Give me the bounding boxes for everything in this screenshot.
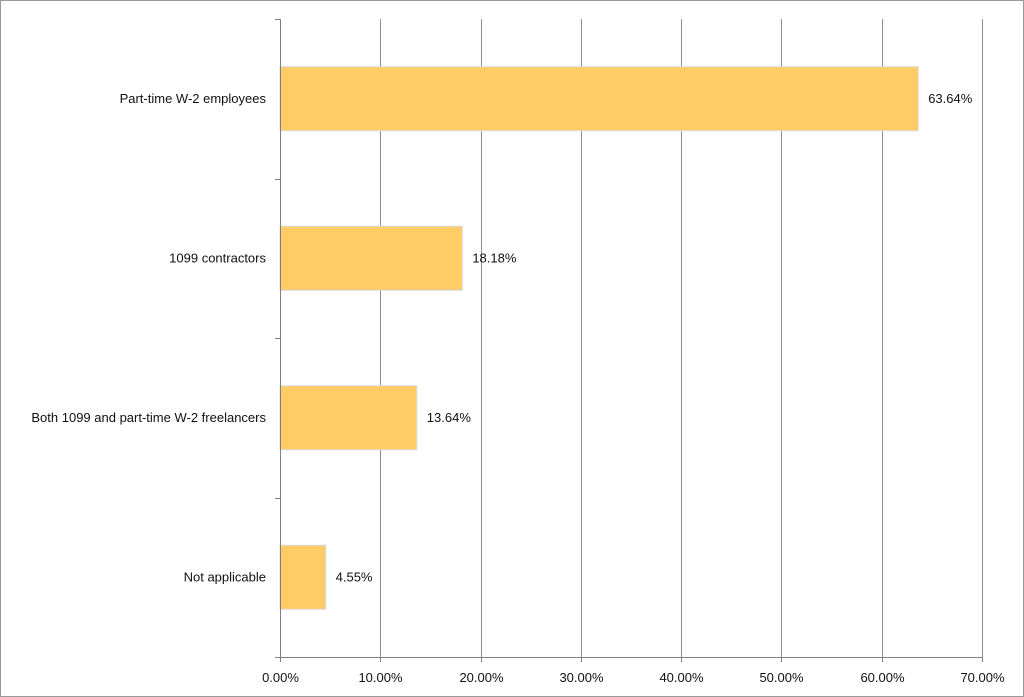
x-tick-label: 20.00%	[459, 670, 504, 685]
bar	[279, 66, 919, 132]
data-label: 18.18%	[472, 250, 517, 265]
x-tick-label: 10.00%	[358, 670, 403, 685]
category-label: Not applicable	[184, 569, 266, 584]
category-label: Part-time W-2 employees	[120, 91, 267, 106]
bar	[279, 544, 327, 610]
x-tick-label: 60.00%	[860, 670, 905, 685]
x-tick-label: 50.00%	[759, 670, 804, 685]
bar	[279, 385, 418, 451]
category-label: 1099 contractors	[169, 250, 266, 265]
data-label: 13.64%	[427, 410, 472, 425]
data-label: 63.64%	[928, 91, 973, 106]
x-tick-label: 40.00%	[659, 670, 704, 685]
data-label: 4.55%	[336, 569, 373, 584]
bar	[279, 225, 463, 291]
x-tick-label: 30.00%	[559, 670, 604, 685]
category-label: Both 1099 and part-time W-2 freelancers	[31, 410, 266, 425]
x-tick-label: 0.00%	[262, 670, 299, 685]
x-tick-label: 70.00%	[960, 670, 1005, 685]
